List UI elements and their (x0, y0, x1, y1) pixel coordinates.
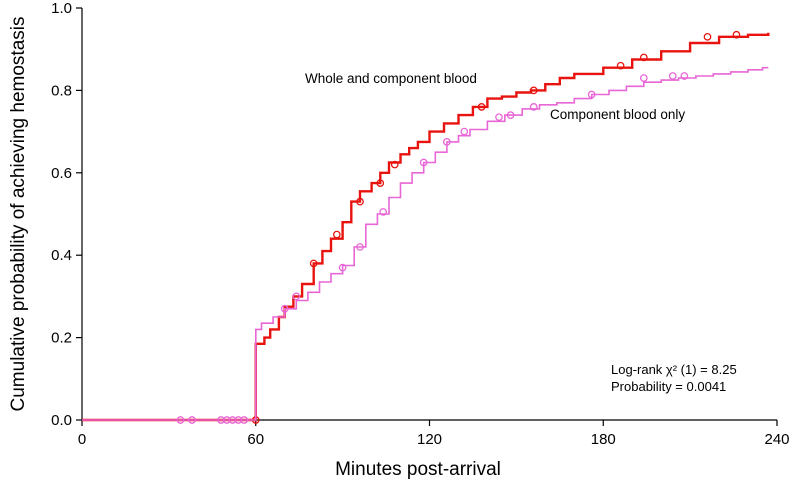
censor-mark (292, 292, 301, 301)
censor-mark (356, 243, 364, 251)
censor-mark (616, 61, 625, 70)
censor-mark (280, 304, 289, 313)
x-tick-label: 0 (78, 431, 86, 448)
censor-mark (587, 90, 596, 99)
censor-mark (309, 259, 318, 268)
series-line (82, 32, 770, 422)
x-tick-label: 120 (417, 431, 442, 448)
y-ticks: 0.0 0.2 0.4 0.6 0.8 1.0 (51, 0, 82, 429)
censor-mark (338, 263, 347, 272)
x-ticks: 0 60 120 180 240 (78, 420, 790, 448)
y-tick-label: 0.4 (51, 247, 72, 264)
censor-mark (460, 127, 469, 136)
y-tick-label: 0.2 (51, 330, 72, 347)
censor-mark (529, 103, 538, 111)
series-0 (82, 30, 770, 424)
y-axis-title: Cumulative probability of achieving hemo… (8, 17, 29, 412)
x-tick-label: 180 (591, 431, 616, 448)
y-tick-label: 0.6 (51, 165, 72, 182)
y-tick-label: 1.0 (51, 0, 72, 17)
series-layer (82, 30, 770, 424)
series-1 (82, 66, 769, 424)
censor-mark (376, 179, 385, 187)
censor-mark (506, 111, 515, 119)
x-axis-title: Minutes post-arrival (335, 459, 501, 480)
series-label-whole: Whole and component blood (305, 71, 477, 86)
censor-mark (390, 160, 399, 169)
x-tick-label: 60 (247, 431, 264, 448)
censor-mark (639, 53, 648, 62)
censor-mark (529, 86, 538, 95)
censor-mark (477, 103, 486, 111)
series-label-component: Component blood only (550, 107, 685, 122)
logrank-annotation: Log-rank χ² (1) = 8.25 (611, 362, 737, 377)
censor-mark (332, 230, 341, 239)
censor-mark (639, 74, 648, 82)
censor-mark (732, 30, 741, 39)
censor-mark (495, 113, 503, 122)
censor-mark (356, 197, 364, 206)
censor-mark (176, 416, 185, 424)
y-tick-label: 0.0 (51, 412, 72, 429)
censor-mark (668, 72, 677, 80)
y-tick-label: 0.8 (51, 82, 72, 99)
series-line (82, 66, 769, 421)
axes (81, 8, 777, 421)
censor-mark (419, 158, 428, 167)
censor-mark (680, 72, 689, 80)
censor-mark (443, 138, 451, 146)
censor-mark (379, 208, 388, 216)
censor-mark (188, 416, 196, 424)
censor-mark (703, 32, 712, 41)
censor-mark (240, 416, 249, 424)
x-tick-label: 240 (764, 431, 789, 448)
probability-annotation: Probability = 0.0041 (611, 379, 726, 394)
